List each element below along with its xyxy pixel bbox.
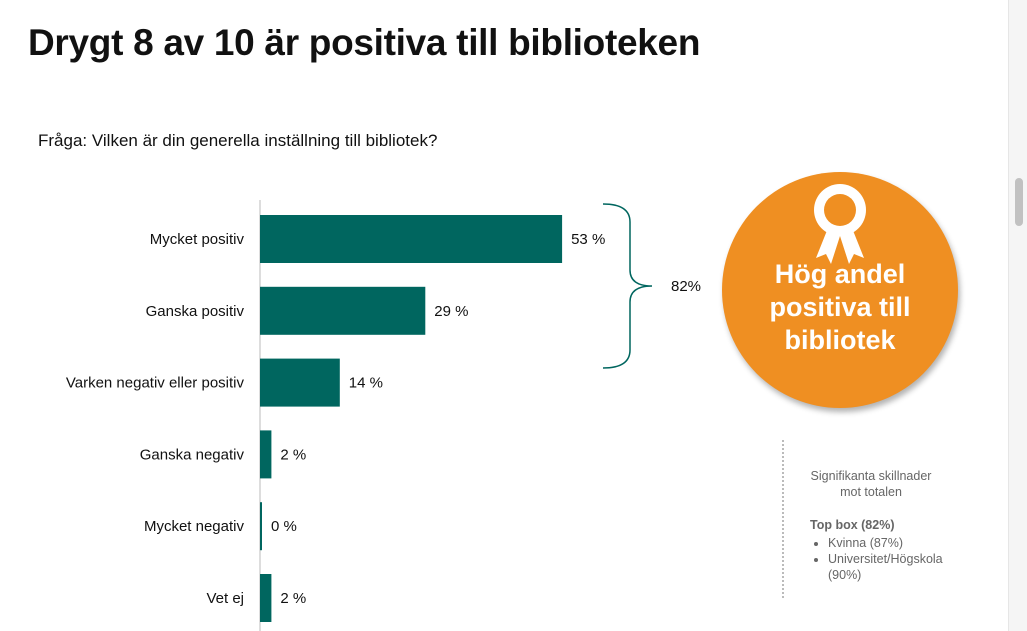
badge-line: Hög andel xyxy=(774,259,906,289)
notes-item: Universitet/Högskola (90%) xyxy=(828,551,968,583)
bar xyxy=(260,358,340,407)
bar xyxy=(260,430,272,479)
highlight-badge: Hög andel positiva till bibliotek xyxy=(722,172,958,408)
notes-item: Kvinna (87%) xyxy=(828,535,968,551)
value-label: 0 % xyxy=(271,518,297,535)
value-label: 53 % xyxy=(571,231,605,248)
category-label: Mycket negativ xyxy=(144,518,245,535)
category-label: Ganska positiv xyxy=(146,303,245,320)
badge-line: bibliotek xyxy=(784,325,896,355)
value-label: 2 % xyxy=(280,446,306,463)
bar xyxy=(260,502,262,551)
award-ribbon-icon xyxy=(814,184,866,264)
significance-notes: Signifikanta skillnader mot totalen Top … xyxy=(782,440,944,598)
category-label: Ganska negativ xyxy=(140,446,245,463)
scrollbar-thumb[interactable] xyxy=(1015,178,1023,226)
bar xyxy=(260,286,426,335)
notes-heading: mot totalen xyxy=(840,485,902,499)
value-label: 29 % xyxy=(434,303,468,320)
bracket-label: 82% xyxy=(671,278,701,295)
scrollbar[interactable] xyxy=(1008,0,1027,631)
category-label: Varken negativ eller positiv xyxy=(66,375,245,392)
value-label: 14 % xyxy=(349,375,383,392)
category-label: Mycket positiv xyxy=(150,231,245,248)
notes-heading: Signifikanta skillnader xyxy=(810,469,932,483)
bar xyxy=(260,215,563,263)
category-label: Vet ej xyxy=(206,590,244,607)
badge-line: positiva till xyxy=(769,292,911,322)
page-title: Drygt 8 av 10 är positiva till bibliotek… xyxy=(28,22,701,63)
bar xyxy=(260,574,272,622)
notes-topbox: Top box (82%) xyxy=(810,518,895,532)
bracket xyxy=(602,203,653,369)
question-text: Fråga: Vilken är din generella inställni… xyxy=(38,131,438,150)
bar-chart: Mycket positiv 53 % Ganska positiv 29 % Vark… xyxy=(66,200,701,631)
value-label: 2 % xyxy=(280,590,306,607)
